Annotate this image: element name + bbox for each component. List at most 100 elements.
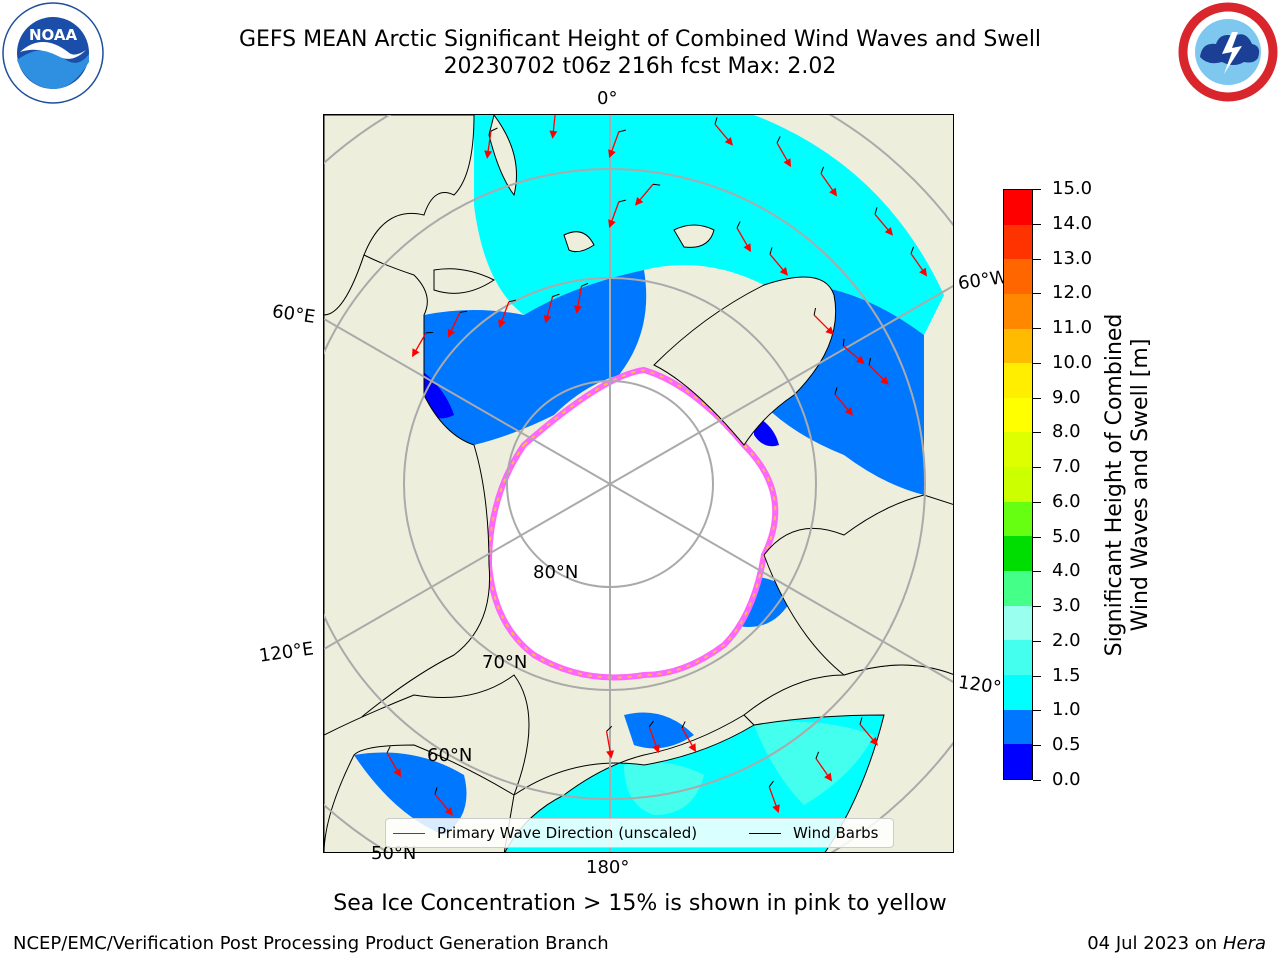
wave-direction-arrow [834, 387, 853, 416]
noaa-logo: NOAA [2, 2, 104, 104]
colorbar-tick [1033, 501, 1041, 503]
wind-barb [508, 299, 516, 303]
colorbar-tick [1033, 467, 1041, 469]
wind-barb [834, 387, 838, 395]
colorbar-tick [1033, 745, 1041, 747]
footer-date: 04 Jul 2023 on Hera [1087, 933, 1266, 954]
colorbar-bin [1004, 397, 1032, 433]
colorbar-bin [1004, 709, 1032, 745]
colorbar-tick-label: 14.0 [1052, 212, 1093, 234]
colorbar-bin [1004, 640, 1032, 675]
colorbar-tick [1033, 571, 1041, 573]
wave-direction-arrow [386, 746, 401, 778]
wave-direction-arrow [874, 207, 893, 236]
colorbar-tick-label: 0.0 [1052, 769, 1081, 790]
colorbar-bin [1004, 467, 1032, 502]
colorbar-tick-label: 10.0 [1052, 351, 1093, 373]
colorbar-tick-label: 12.0 [1052, 282, 1093, 304]
colorbar-tick [1033, 432, 1041, 434]
colorbar-bin [1004, 293, 1032, 329]
wave-direction-arrow [681, 721, 696, 753]
legend-label: Wind Barbs [793, 824, 879, 842]
chart-subtitle: 20230702 t06z 216h fcst Max: 2.02 [443, 54, 837, 79]
colorbar-tick-label: 1.5 [1052, 664, 1081, 686]
sea-ice [485, 366, 779, 681]
footer-machine: Hera [1222, 933, 1266, 954]
wind-barb [618, 199, 626, 203]
wind-barb [768, 780, 774, 788]
wave-direction-arrow [815, 751, 833, 782]
colorbar-tick-label: 2.0 [1052, 629, 1081, 651]
colorbar-tick-label: 9.0 [1052, 386, 1081, 408]
colorbar-bin [1004, 536, 1032, 572]
wave-direction-arrow [768, 780, 780, 814]
colorbar-tick [1033, 223, 1041, 225]
colorbar-bin [1004, 259, 1032, 294]
wave-direction-arrow [447, 310, 468, 338]
wind-barb [776, 136, 781, 144]
colorbar-label-line2: Wind Waves and Swell [m] [1128, 338, 1153, 632]
lat-label-80: 80°N [533, 562, 579, 583]
wave-direction-arrow [543, 293, 560, 324]
colorbar-tick-label: 11.0 [1052, 317, 1093, 339]
wind-barb [618, 129, 626, 133]
colorbar-tick-label: 6.0 [1052, 490, 1081, 512]
wind-barb [581, 282, 589, 287]
colorbar-tick [1033, 606, 1041, 608]
wave-direction-arrow [608, 199, 626, 229]
wave-direction-arrow [714, 117, 733, 146]
colorbar-tick-label: 15.0 [1052, 178, 1093, 199]
colorbar-tick-label: 8.0 [1052, 421, 1081, 443]
colorbar-tick [1033, 293, 1041, 295]
legend-item-wind-barbs: Wind Barbs [749, 824, 878, 842]
colorbar-tick-label: 1.0 [1052, 699, 1081, 721]
colorbar-tick [1033, 258, 1041, 260]
lat-label-60: 60°N [427, 745, 473, 766]
colorbar-tick-label: 5.0 [1052, 525, 1081, 547]
wind-barb [874, 207, 878, 215]
legend-swatch-black-line [749, 832, 781, 834]
wind-barb [842, 338, 845, 347]
lat-label-50: 50°N [371, 843, 417, 864]
wind-barb [386, 746, 391, 754]
colorbar-bin [1004, 224, 1032, 260]
lon-label-0: 0° [597, 88, 618, 109]
lon-label-180: 180° [586, 857, 630, 878]
footer-date-text: 04 Jul 2023 on [1087, 933, 1223, 954]
colorbar-bin [1004, 501, 1032, 537]
wave-direction-arrow [574, 282, 589, 314]
wind-barb [606, 725, 613, 732]
polar-map [323, 114, 954, 853]
colorbar-tick [1033, 675, 1041, 677]
lon-label-120e: 120°E [257, 638, 315, 667]
wind-barb [434, 787, 438, 795]
colorbar-bin [1004, 432, 1032, 468]
wind-barb [859, 717, 863, 725]
colorbar-bin [1004, 605, 1032, 641]
colorbar-bin [1004, 674, 1032, 710]
vector-layer [386, 115, 928, 816]
colorbar [1003, 189, 1033, 780]
wind-barb [425, 331, 434, 334]
colorbar-bin [1004, 363, 1032, 398]
colorbar-bin [1004, 190, 1032, 225]
colorbar-tick-label: 0.5 [1052, 734, 1081, 756]
colorbar-tick-label: 3.0 [1052, 595, 1081, 617]
colorbar-tick [1033, 328, 1041, 330]
chart-title: GEFS MEAN Arctic Significant Height of C… [238, 27, 1042, 52]
wave-direction-arrow [820, 166, 838, 197]
footer-credit: NCEP/EMC/Verification Post Processing Pr… [13, 933, 609, 954]
lon-label-60w: 60°W [956, 266, 1009, 295]
map-canvas [324, 115, 953, 852]
legend-item-wave-direction: Primary Wave Direction (unscaled) [393, 824, 697, 842]
sea-ice-note: Sea Ice Concentration > 15% is shown in … [333, 891, 947, 916]
colorbar-tick [1033, 780, 1041, 781]
colorbar-tick [1033, 397, 1041, 399]
lon-label-60e: 60°E [270, 301, 317, 328]
wave-direction-arrow [608, 129, 626, 159]
wind-barb [813, 307, 817, 316]
wind-barb [648, 720, 654, 728]
lat-label-70: 70°N [482, 652, 528, 673]
noaa-logo-text: NOAA [29, 26, 78, 44]
colorbar-bin [1004, 328, 1032, 364]
